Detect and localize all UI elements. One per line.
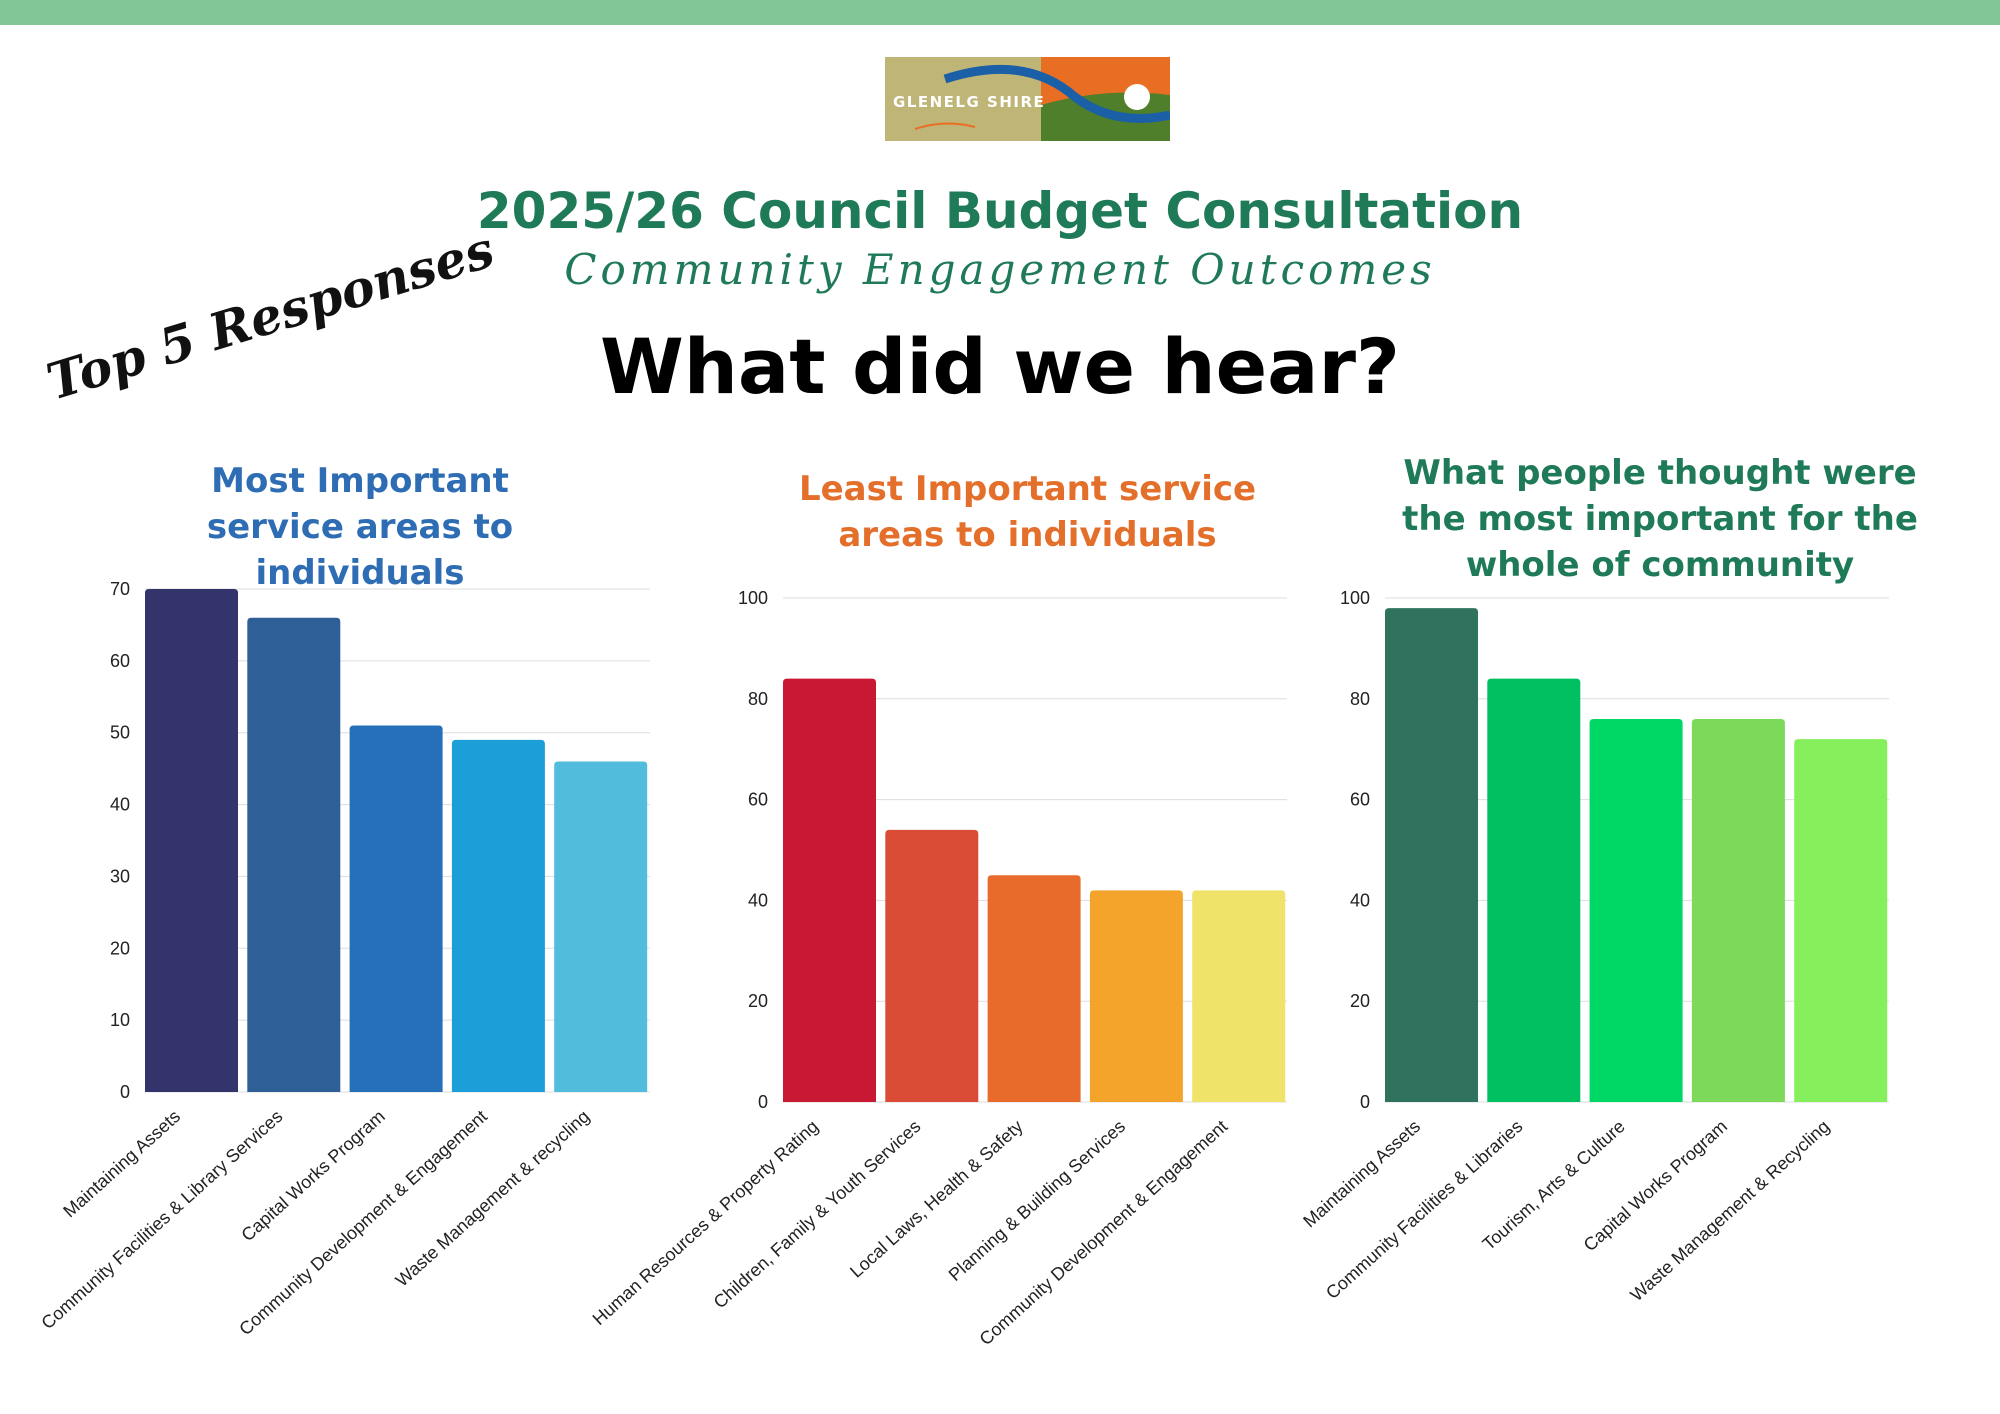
y-tick-label: 0 [1360, 1092, 1370, 1112]
headline: What did we hear? [599, 322, 1401, 411]
bar-4 [1691, 718, 1785, 1102]
y-tick-label: 40 [1350, 890, 1370, 910]
y-tick-label: 80 [748, 689, 768, 709]
bar-3 [1589, 718, 1683, 1102]
y-tick-label: 20 [748, 991, 768, 1011]
category-label: Local Laws, Health & Safety [846, 1116, 1027, 1282]
category-label: Human Resources & Property Rating [589, 1116, 822, 1329]
y-tick-label: 60 [748, 790, 768, 810]
y-tick-label: 0 [758, 1092, 768, 1112]
y-tick-label: 20 [110, 938, 130, 958]
y-tick-label: 40 [110, 795, 130, 815]
bar-2 [247, 617, 341, 1092]
y-tick-label: 100 [1340, 588, 1370, 608]
page-title: 2025/26 Council Budget Consultation [476, 182, 1524, 240]
category-label: Waste Management & Recycling [1626, 1116, 1833, 1305]
bar-1 [783, 678, 876, 1102]
y-tick-label: 10 [110, 1010, 130, 1030]
bar-4 [1089, 890, 1183, 1102]
bar-2 [885, 829, 979, 1102]
logo-text: GLENELG SHIRE [893, 93, 1046, 111]
chart-title-whole-community: What people thought were the most import… [1402, 453, 1918, 585]
chart-title-least-important: Least Important service areas to individ… [798, 469, 1257, 555]
category-label: Community Facilities & Libraries [1322, 1116, 1526, 1303]
y-tick-label: 60 [1350, 790, 1370, 810]
y-tick-label: 40 [748, 890, 768, 910]
bar-4 [451, 739, 545, 1092]
y-tick-label: 0 [120, 1082, 130, 1102]
bar-3 [349, 725, 443, 1092]
bar-5 [1794, 739, 1888, 1102]
page-subtitle: Community Engagement Outcomes [564, 245, 1436, 294]
chart-title-most-important: Most Important service areas to individu… [206, 461, 514, 593]
y-tick-label: 60 [110, 651, 130, 671]
y-tick-label: 30 [110, 866, 130, 886]
bar-5 [554, 761, 648, 1092]
glenelg-shire-logo: GLENELG SHIRE [885, 57, 1170, 141]
category-label: Children, Family & Youth Services [710, 1116, 925, 1312]
category-label: Waste Management & recycling [392, 1106, 594, 1290]
y-tick-label: 70 [110, 579, 130, 599]
bar-1 [145, 589, 238, 1092]
bar-5 [1192, 890, 1286, 1102]
bar-3 [987, 875, 1081, 1102]
y-tick-label: 80 [1350, 689, 1370, 709]
y-tick-label: 100 [738, 588, 768, 608]
bar-1 [1385, 608, 1478, 1102]
category-label: Planning & Building Services [945, 1116, 1129, 1285]
y-tick-label: 50 [110, 723, 130, 743]
chart-2: 0 20 40 60 80 100 Human Resources & Property R… [589, 588, 1287, 1349]
y-tick-label: 20 [1350, 991, 1370, 1011]
bar-2 [1487, 678, 1581, 1102]
top-accent-bar [0, 0, 2000, 25]
